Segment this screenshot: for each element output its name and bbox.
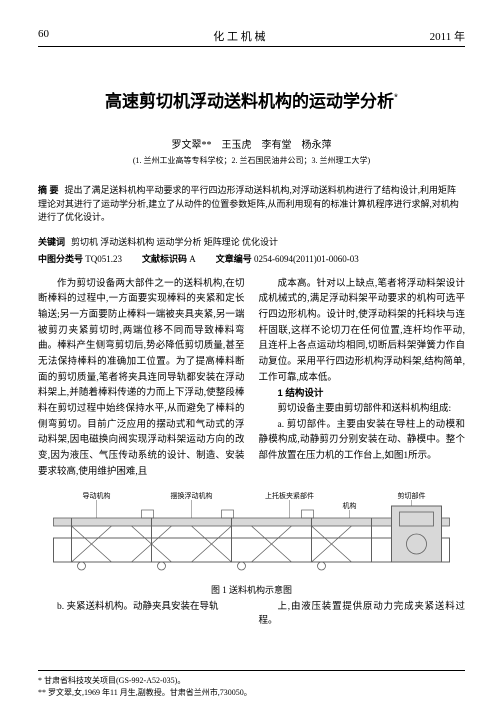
fig-label: 导动机构: [83, 491, 111, 500]
cls-code: TQ051.23: [85, 254, 122, 264]
article-title: 高速剪切机浮动送料机构的运动学分析*: [38, 87, 465, 112]
figure-1: 导动机构 摆换浮动机构 上托板夹紧部件 剪切部件 机构 图 1 送料机构示意图: [38, 488, 465, 596]
left-column: 作为剪切设备两大部件之一的送料机构,在切断棒料的过程中,一方面要实现棒料的夹紧和…: [38, 277, 245, 481]
figure-caption: 图 1 送料机构示意图: [38, 583, 465, 596]
doc-label: 文献标识码: [142, 254, 187, 264]
body-para: a. 剪切部件。主要由安装在导柱上的动模和静模构成,动静剪刃分别安装在动、静模中…: [259, 418, 466, 465]
right-column: 成本高。针对以上缺点,笔者将浮动料架设计成机械式的,满足浮动料架平动要求的机构可…: [259, 277, 466, 481]
figure-svg: 导动机构 摆换浮动机构 上托板夹紧部件 剪切部件 机构: [38, 488, 465, 578]
classification-line: 中图分类号 TQ051.23 文献标识码 A 文章编号 0254-6094(20…: [38, 252, 465, 265]
title-footnote-marker: *: [394, 92, 398, 103]
authors: 罗文翠** 王玉虎 李有堂 杨永萍: [38, 136, 465, 151]
abstract: 摘 要提出了满足送料机构平动要求的平行四边形浮动送料机构,对浮动送料机构进行了结…: [38, 184, 465, 225]
fig-label: 摆换浮动机构: [171, 491, 213, 500]
fig-label: 剪切部件: [398, 491, 426, 500]
body-columns: 作为剪切设备两大部件之一的送料机构,在切断棒料的过程中,一方面要实现棒料的夹紧和…: [38, 277, 465, 481]
post-fig-left: b. 夹紧送料机构。动静夹具安装在导轨: [38, 600, 245, 629]
cls-label: 中图分类号: [38, 254, 83, 264]
fig-label: 上托板夹紧部件: [265, 491, 314, 500]
body-para: 成本高。针对以上缺点,笔者将浮动料架设计成机械式的,满足浮动料架平动要求的机构可…: [259, 277, 466, 387]
keywords-label: 关键词: [38, 237, 65, 247]
article-label: 文章编号: [216, 254, 252, 264]
section-heading: 1 结构设计: [259, 386, 466, 402]
footnotes: * 甘肃省科技攻关项目(GS-992-A52-035)。 ** 罗文翠,女,19…: [38, 670, 465, 699]
keywords: 剪切机 浮动送料机构 运动学分析 矩阵理论 优化设计: [71, 237, 278, 247]
keywords-line: 关键词剪切机 浮动送料机构 运动学分析 矩阵理论 优化设计: [38, 235, 465, 248]
page-number: 60: [38, 28, 49, 44]
journal-name: 化 工 机 械: [213, 28, 265, 44]
fig-label: 机构: [343, 501, 357, 510]
body-para: 剪切设备主要由剪切部件和送料机构组成:: [259, 402, 466, 418]
abstract-label: 摘 要: [38, 185, 59, 195]
post-fig-right: 上,由液压装置提供原动力完成夹紧送料过程。: [259, 600, 466, 629]
page-header: 60 化 工 机 械 2011 年: [38, 28, 465, 47]
doc-code: A: [189, 254, 196, 264]
affiliations: (1. 兰州工业高等专科学校；2. 兰石国民油井公司；3. 兰州理工大学): [38, 155, 465, 166]
article-code: 0254-6094(2011)01-0060-03: [254, 254, 359, 264]
body-para: 作为剪切设备两大部件之一的送料机构,在切断棒料的过程中,一方面要实现棒料的夹紧和…: [38, 277, 245, 481]
footnote: * 甘肃省科技攻关项目(GS-992-A52-035)。: [38, 675, 465, 686]
abstract-text: 提出了满足送料机构平动要求的平行四边形浮动送料机构,对浮动送料机构进行了结构设计…: [38, 185, 459, 222]
footnote: ** 罗文翠,女,1969 年11 月生,副教授。甘肃省兰州市,730050。: [38, 687, 465, 698]
year: 2011 年: [430, 28, 465, 44]
title-text: 高速剪切机浮动送料机构的运动学分析: [105, 92, 394, 111]
post-figure-text: b. 夹紧送料机构。动静夹具安装在导轨 上,由液压装置提供原动力完成夹紧送料过程…: [38, 600, 465, 629]
